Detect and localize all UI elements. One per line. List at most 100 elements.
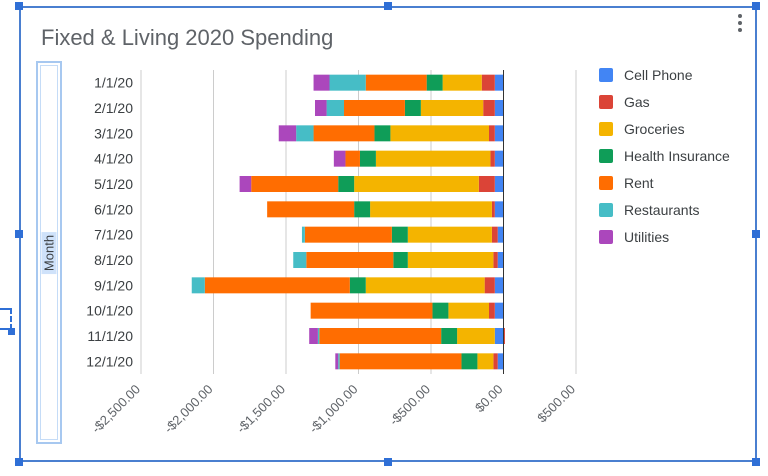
- chart-title[interactable]: Fixed & Living 2020 Spending: [41, 25, 334, 50]
- y-axis-title-selection: [40, 65, 58, 440]
- bar-segment[interactable]: [329, 74, 366, 91]
- bar-segment[interactable]: [483, 100, 495, 116]
- bar-segment[interactable]: [359, 150, 376, 167]
- bar-segment[interactable]: [191, 277, 205, 294]
- bar-segment[interactable]: [335, 353, 339, 370]
- bar-segment[interactable]: [333, 150, 346, 167]
- bar-segment[interactable]: [497, 353, 504, 370]
- bar-segment[interactable]: [494, 328, 504, 344]
- bar-segment[interactable]: [494, 176, 504, 192]
- y-tick-label: 1/1/20: [94, 75, 133, 91]
- bar-segment[interactable]: [267, 201, 355, 218]
- resize-handle[interactable]: [752, 230, 760, 238]
- bar-segment[interactable]: [391, 226, 408, 243]
- bar-segment[interactable]: [497, 252, 504, 268]
- bar-segment[interactable]: [338, 353, 340, 370]
- bar-segment[interactable]: [310, 302, 433, 319]
- bar-segment[interactable]: [296, 125, 314, 142]
- y-tick-label: 4/1/20: [94, 151, 133, 167]
- bar-segment[interactable]: [426, 74, 443, 91]
- y-tick-label: 11/1/20: [87, 328, 133, 344]
- bar-segment[interactable]: [494, 150, 504, 167]
- bar-segment[interactable]: [349, 277, 366, 294]
- resize-handle[interactable]: [384, 458, 392, 466]
- bar-segment[interactable]: [293, 252, 307, 268]
- bar-segment[interactable]: [313, 74, 330, 91]
- bar-segment[interactable]: [457, 328, 495, 344]
- legend-label: Health Insurance: [624, 148, 730, 164]
- bar-segment[interactable]: [315, 100, 327, 116]
- bar-segment[interactable]: [301, 226, 305, 243]
- bar-segment[interactable]: [448, 302, 489, 319]
- selection-marker-handle[interactable]: [8, 328, 15, 335]
- bar-segment[interactable]: [375, 150, 491, 167]
- bar-segment[interactable]: [490, 150, 495, 167]
- bar-segment[interactable]: [278, 125, 297, 142]
- bar-segment[interactable]: [304, 226, 392, 243]
- bar-segment[interactable]: [407, 252, 494, 268]
- resize-handle[interactable]: [15, 2, 23, 10]
- bar-segment[interactable]: [306, 252, 394, 268]
- legend-swatch: [599, 95, 613, 109]
- more-options-icon[interactable]: [733, 14, 747, 38]
- legend-swatch: [599, 122, 613, 136]
- bar-segment[interactable]: [326, 100, 344, 116]
- resize-handle[interactable]: [752, 458, 760, 466]
- legend-swatch: [599, 68, 613, 82]
- resize-handle[interactable]: [15, 458, 23, 466]
- bar-segment[interactable]: [503, 328, 505, 344]
- bar-segment[interactable]: [494, 302, 504, 319]
- bar-segment[interactable]: [370, 201, 492, 218]
- y-axis-title-box[interactable]: Month: [36, 61, 62, 444]
- resize-handle[interactable]: [752, 2, 760, 10]
- bar-segment[interactable]: [491, 201, 495, 218]
- resize-handle[interactable]: [15, 230, 23, 238]
- bar-segment[interactable]: [239, 176, 252, 192]
- bar-segment[interactable]: [365, 74, 427, 91]
- bar-segment[interactable]: [309, 328, 318, 344]
- bar-segment[interactable]: [493, 252, 498, 268]
- bar-segment[interactable]: [338, 176, 355, 192]
- bar-segment[interactable]: [344, 100, 405, 116]
- bar-segment[interactable]: [461, 353, 478, 370]
- bar-segment[interactable]: [354, 176, 479, 192]
- bar-segment[interactable]: [404, 100, 421, 116]
- bar-segment[interactable]: [420, 100, 484, 116]
- bar-segment[interactable]: [441, 328, 458, 344]
- bar-segment[interactable]: [317, 328, 320, 344]
- bar-segment[interactable]: [393, 252, 408, 268]
- bar-segment[interactable]: [494, 100, 504, 116]
- bar-segment[interactable]: [354, 201, 371, 218]
- bar-segment[interactable]: [494, 125, 504, 142]
- bar-segment[interactable]: [407, 226, 492, 243]
- bar-segment[interactable]: [339, 353, 462, 370]
- legend-label: Groceries: [624, 121, 685, 137]
- bar-segment[interactable]: [494, 201, 504, 218]
- bar-segment[interactable]: [494, 277, 504, 294]
- x-tick-label: -$1,500.00: [234, 382, 289, 437]
- bar-segment[interactable]: [489, 302, 495, 319]
- bar-segment[interactable]: [484, 277, 495, 294]
- bar-segment[interactable]: [319, 328, 442, 344]
- bar-segment[interactable]: [204, 277, 350, 294]
- x-tick-label: -$2,500.00: [89, 382, 144, 437]
- bar-segment[interactable]: [497, 226, 504, 243]
- y-tick-label: 10/1/20: [86, 303, 133, 319]
- bar-segment[interactable]: [442, 74, 482, 91]
- bar-segment[interactable]: [365, 277, 485, 294]
- bar-segment[interactable]: [481, 74, 495, 91]
- bar-segment[interactable]: [345, 150, 360, 167]
- bar-segment[interactable]: [478, 176, 495, 192]
- bar-segment[interactable]: [491, 226, 498, 243]
- bar-segment[interactable]: [477, 353, 494, 370]
- bar-segment[interactable]: [374, 125, 391, 142]
- bar-segment[interactable]: [493, 353, 498, 370]
- bar-segment[interactable]: [494, 74, 504, 91]
- bar-segment[interactable]: [390, 125, 489, 142]
- resize-handle[interactable]: [384, 2, 392, 10]
- bar-segment[interactable]: [432, 302, 449, 319]
- bar-segment[interactable]: [489, 125, 495, 142]
- bar-segment[interactable]: [251, 176, 339, 192]
- bar-segment[interactable]: [313, 125, 375, 142]
